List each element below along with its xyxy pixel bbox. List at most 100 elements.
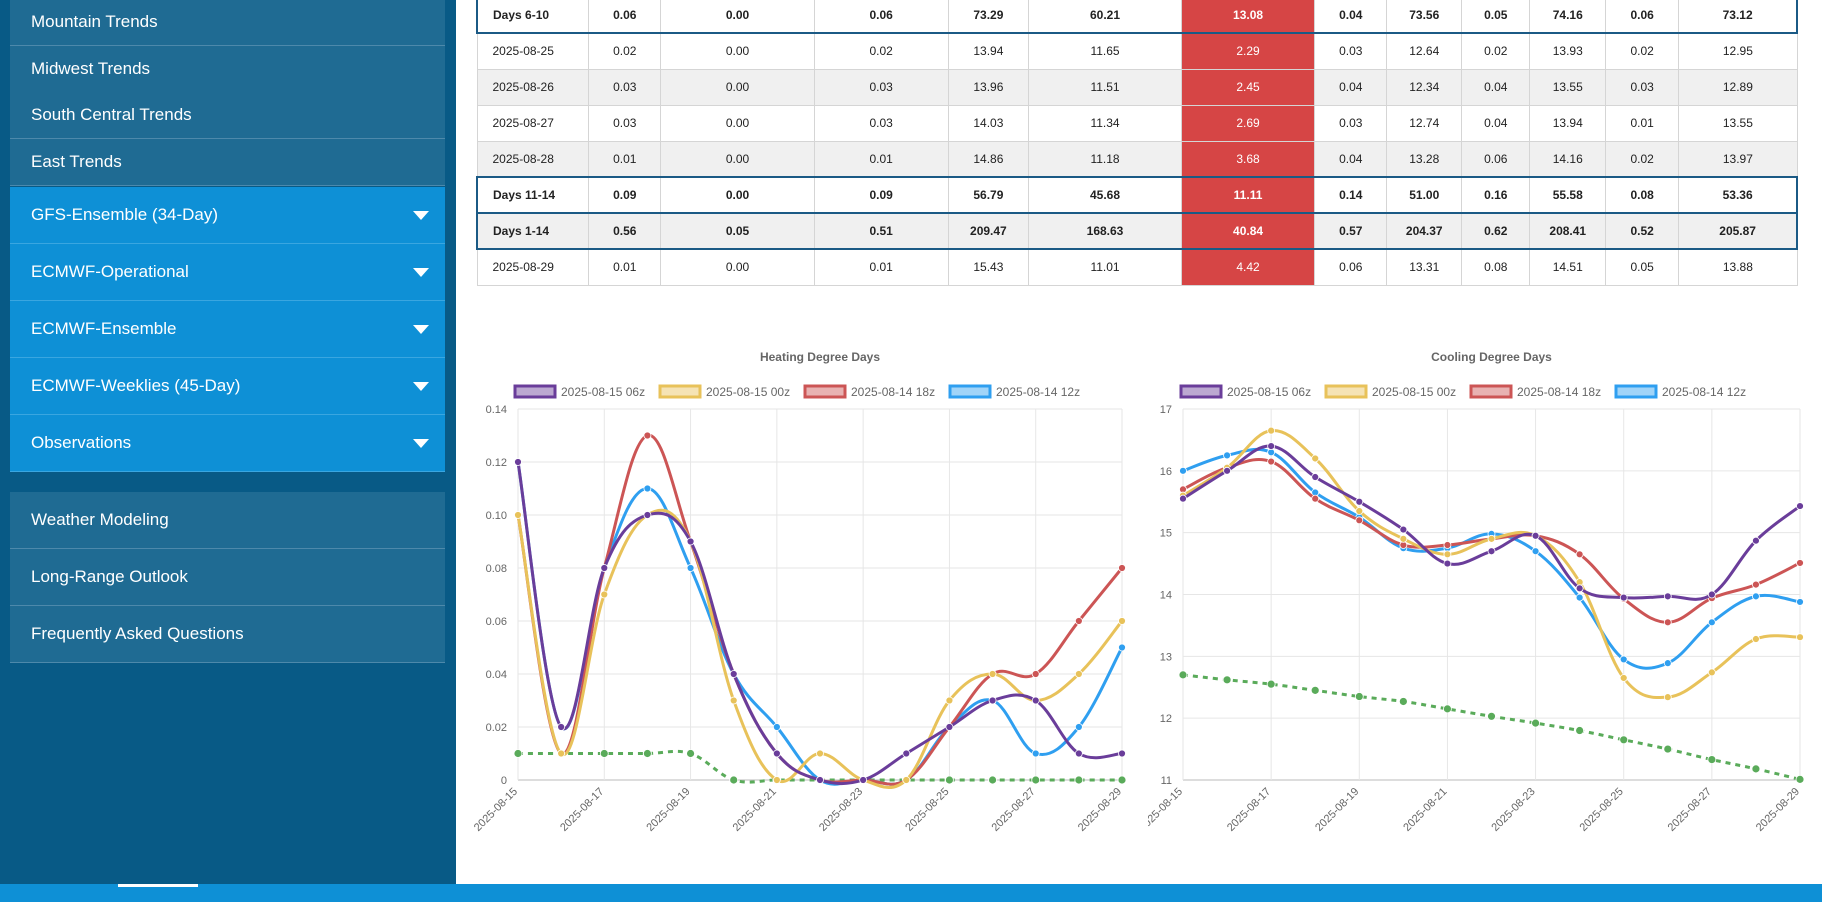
sidebar-item-long-range-outlook[interactable]: Long-Range Outlook — [10, 549, 445, 606]
sidebar-item-observations[interactable]: Observations — [10, 415, 445, 472]
data-point — [1531, 718, 1540, 728]
data-point — [1266, 679, 1276, 689]
row-label: 2025-08-29 — [476, 248, 590, 286]
table-cell: 204.37 — [1386, 212, 1463, 250]
data-point — [1223, 451, 1231, 460]
main-content: Days 6-10 0.06 0.00 0.06 73.29 60.21 13.08 0.04… — [456, 0, 1822, 884]
table-cell: 0.16 — [1461, 176, 1531, 214]
sidebar-item-ecmwf-ensemble[interactable]: ECMWF-Ensemble — [10, 301, 445, 358]
nav-item-label: Midwest Trends — [31, 59, 151, 78]
table-cell: 73.29 — [947, 0, 1030, 34]
row-label: Days 6-10 — [476, 0, 590, 34]
sidebar-item-midwest-trends[interactable]: Midwest Trends — [10, 46, 445, 93]
table-cell: 0.03 — [588, 68, 662, 106]
data-point — [1531, 547, 1540, 556]
nav-item-label: GFS-Ensemble (34-Day) — [31, 205, 219, 224]
table-cell: 0.01 — [813, 140, 949, 178]
data-point — [1531, 531, 1540, 540]
chevron-down-icon — [413, 211, 429, 220]
data-point — [1663, 618, 1672, 627]
nav-item-label: Weather Modeling — [31, 510, 169, 529]
footer-bar — [0, 884, 1822, 902]
nav-item-label: ECMWF-Ensemble — [31, 319, 177, 338]
x-tick-label: 2025-08-29 — [1076, 786, 1124, 834]
data-point — [729, 670, 738, 678]
table-cell: 0.03 — [1605, 68, 1680, 106]
data-point — [557, 749, 566, 758]
data-point — [1707, 618, 1716, 627]
table-cell: 14.86 — [947, 140, 1030, 178]
x-tick-label: 2025-08-21 — [731, 786, 779, 834]
data-point — [643, 511, 652, 519]
legend-label: 2025-08-15 00z — [706, 385, 790, 399]
data-point — [1074, 775, 1084, 785]
series-line — [516, 461, 1124, 786]
x-tick-label: 2025-08-21 — [1401, 786, 1449, 834]
data-point — [1575, 584, 1584, 593]
data-point — [1619, 593, 1628, 602]
data-point — [1031, 775, 1041, 785]
data-point — [1179, 466, 1187, 475]
legend-swatch — [658, 384, 702, 399]
table-cell: 0.52 — [1605, 212, 1680, 250]
table-cell: 0.14 — [1314, 176, 1388, 214]
data-point — [1355, 497, 1364, 506]
nav-item-label: Mountain Trends — [31, 12, 158, 31]
y-tick-label: 0 — [501, 775, 507, 787]
data-point — [729, 775, 739, 785]
y-tick-label: 0.12 — [486, 457, 507, 469]
table-cell: 12.95 — [1678, 32, 1798, 70]
degree-days-table: Days 6-10 0.06 0.00 0.06 73.29 60.21 13.08 0.04… — [476, 0, 1799, 286]
sidebar-item-south-central-trends[interactable]: South Central Trends — [10, 92, 445, 139]
data-point — [1074, 723, 1083, 731]
data-point — [643, 749, 652, 758]
sidebar-item-frequently-asked-questions[interactable]: Frequently Asked Questions — [10, 606, 445, 663]
table-cell: 0.06 — [813, 0, 949, 34]
x-tick-label: 2025-08-23 — [817, 786, 865, 834]
data-point — [988, 775, 997, 785]
nav-item-label: Long-Range Outlook — [31, 567, 188, 586]
table-cell: 0.01 — [1605, 104, 1680, 142]
data-point — [1663, 592, 1672, 601]
table-cell: 0.06 — [1314, 248, 1388, 286]
data-point — [1796, 559, 1804, 567]
data-point — [1443, 559, 1452, 568]
data-point — [1707, 590, 1716, 599]
table-cell: 205.87 — [1678, 212, 1799, 250]
table-cell: 0.03 — [588, 104, 662, 142]
sidebar-item-mountain-trends[interactable]: Mountain Trends — [10, 0, 445, 46]
row-label: 2025-08-27 — [476, 104, 590, 142]
sidebar-item-east-trends[interactable]: East Trends — [10, 139, 445, 186]
data-point — [600, 590, 609, 599]
table-cell: 74.16 — [1529, 0, 1607, 34]
table-cell: 11.18 — [1028, 140, 1182, 178]
table-cell: 14.16 — [1529, 140, 1607, 178]
footer-logo-fragment — [118, 884, 198, 888]
y-tick-label: 17 — [1160, 404, 1172, 416]
data-point — [1267, 457, 1276, 466]
x-tick-label: 2025-08-19 — [1313, 786, 1361, 834]
data-point — [1443, 550, 1452, 559]
data-point — [816, 776, 824, 784]
sidebar-item-ecmwf-operational[interactable]: ECMWF-Operational — [10, 244, 445, 301]
legend-label: 2025-08-14 12z — [996, 385, 1080, 399]
legend-swatch — [1614, 384, 1658, 399]
data-point — [599, 749, 609, 758]
table-cell: 45.68 — [1028, 176, 1182, 214]
data-point — [1311, 494, 1320, 503]
data-point — [1178, 670, 1188, 680]
data-point — [1311, 454, 1320, 463]
table-cell: 0.00 — [660, 176, 815, 214]
data-point — [1487, 534, 1496, 543]
table-cell: 0.06 — [588, 0, 662, 34]
data-point — [686, 537, 695, 546]
nav-item-label: Observations — [31, 433, 132, 452]
table-cell: 0.00 — [660, 140, 815, 178]
table-cell: 0.06 — [1461, 140, 1531, 178]
sidebar-item-ecmwf-weeklies-45-day[interactable]: ECMWF-Weeklies (45-Day) — [10, 358, 445, 415]
data-point — [1663, 693, 1672, 702]
sidebar-item-weather-modeling[interactable]: Weather Modeling — [10, 492, 445, 549]
table-cell: 0.04 — [1314, 0, 1388, 34]
sidebar-item-gfs-ensemble-34-day[interactable]: GFS-Ensemble (34-Day) — [10, 187, 445, 244]
data-point — [1117, 775, 1127, 785]
